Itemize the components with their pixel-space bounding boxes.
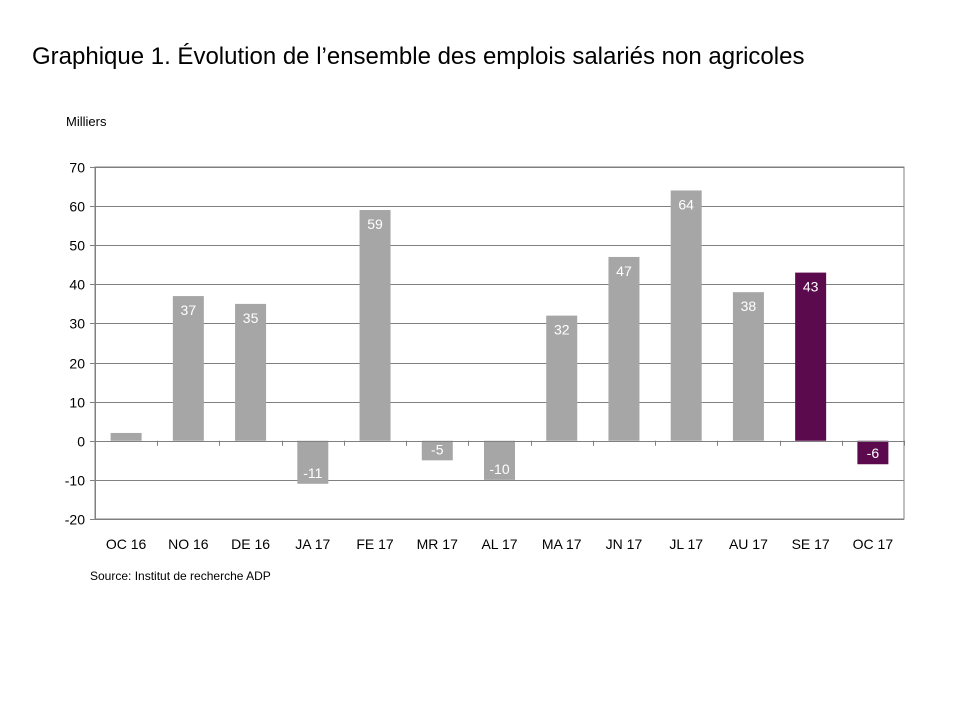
data-label-oc-17: -6 <box>867 445 880 461</box>
bar-jl-17 <box>670 190 702 441</box>
x-tick-label: MA 17 <box>542 536 582 552</box>
y-tick-label: 40 <box>69 277 85 293</box>
data-label-de-16: 35 <box>243 310 259 326</box>
bar-no-16 <box>172 296 204 441</box>
x-tick-label: AU 17 <box>729 536 768 552</box>
data-label-al-17: -10 <box>489 461 509 477</box>
data-label-au-17: 38 <box>741 298 757 314</box>
bar-al-17 <box>484 440 515 480</box>
data-label-mr-17: -5 <box>431 441 444 457</box>
bar-ja-17 <box>297 440 329 484</box>
x-tick-label: NO 16 <box>168 536 209 552</box>
x-tick-label: JA 17 <box>295 536 330 552</box>
data-label-jl-17: 64 <box>678 196 694 212</box>
chart-title: Graphique 1. Évolution de l’ensemble des… <box>32 43 805 70</box>
y-tick-label: 20 <box>69 356 85 372</box>
x-tick-label: AL 17 <box>481 536 517 552</box>
data-label-ja-17: -11 <box>303 465 322 481</box>
bar-au-17 <box>732 292 764 441</box>
bar-fe-17 <box>359 210 391 441</box>
bar-jn-17 <box>608 256 640 441</box>
x-tick-label: MR 17 <box>417 536 458 552</box>
axes: -20 -10 0 10 20 30 40 50 60 70 OC 16 NO 16 DE 16 JA 1… <box>65 160 905 552</box>
y-tick-label: -20 <box>65 512 85 528</box>
x-tick-label: OC 17 <box>853 536 894 552</box>
x-tick-label: FE 17 <box>356 536 394 552</box>
bar-se-17 <box>795 272 827 441</box>
y-tick-label: 70 <box>69 160 85 176</box>
bars <box>110 190 889 484</box>
y-tick-label: 0 <box>77 434 85 450</box>
y-tick-label: 50 <box>69 238 85 254</box>
bar-oc-16 <box>110 432 142 441</box>
x-tick-label: JN 17 <box>606 536 643 552</box>
data-label-fe-17: 59 <box>367 216 383 232</box>
y-tick-label: 10 <box>69 395 85 411</box>
y-tick-label: -10 <box>65 473 85 489</box>
x-tick-label: OC 16 <box>106 536 147 552</box>
data-labels: 37 35 -11 59 -5 -10 32 47 64 38 43 -6 <box>181 196 880 480</box>
data-label-no-16: 37 <box>181 302 197 318</box>
x-tick-label: DE 16 <box>231 536 270 552</box>
bar-ma-17 <box>546 315 578 441</box>
data-label-ma-17: 32 <box>554 322 570 338</box>
y-tick-label: 30 <box>69 316 85 332</box>
y-axis-unit-label: Milliers <box>66 114 107 129</box>
bar-de-16 <box>235 303 267 441</box>
source-note: Source: Institut de recherche ADP <box>90 569 271 583</box>
data-label-jn-17: 47 <box>616 263 632 279</box>
bar-mr-17 <box>421 440 453 461</box>
y-tick-label: 60 <box>69 199 85 215</box>
x-tick-label: SE 17 <box>792 536 830 552</box>
data-label-se-17: 43 <box>803 279 819 295</box>
gridlines <box>94 166 905 520</box>
bar-oc-17 <box>857 440 889 465</box>
x-tick-label: JL 17 <box>669 536 703 552</box>
